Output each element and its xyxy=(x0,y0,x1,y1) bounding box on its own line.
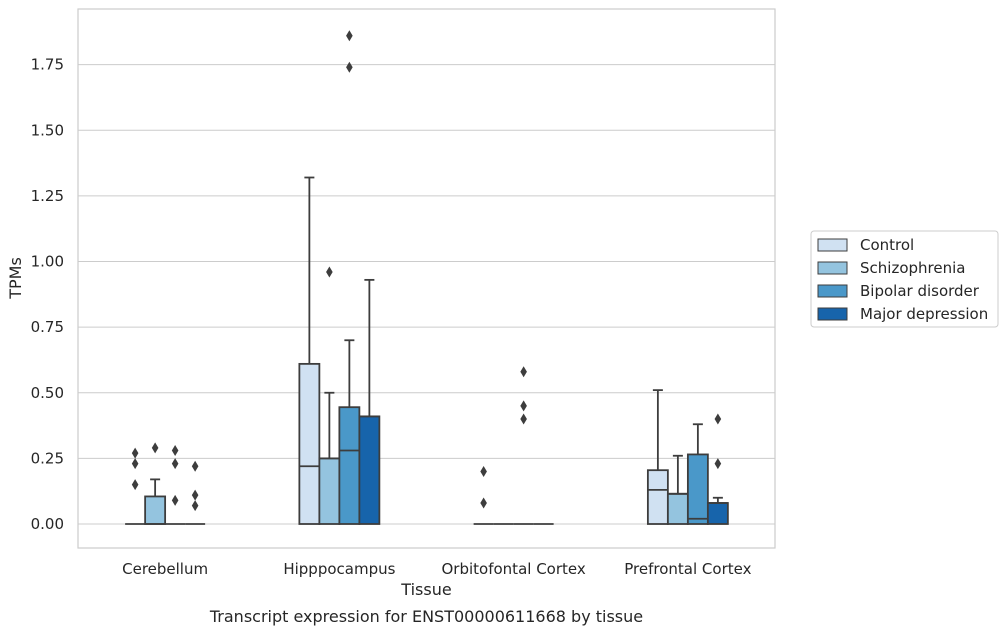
y-tick-label: 0.50 xyxy=(31,384,64,402)
outlier-point xyxy=(191,500,199,512)
outlier-point xyxy=(171,445,179,456)
plot-frame xyxy=(77,8,776,549)
outlier-point xyxy=(191,489,199,501)
legend-label: Bipolar disorder xyxy=(860,282,980,300)
legend-swatch xyxy=(817,284,848,298)
outlier-point xyxy=(520,366,527,378)
figure-caption: Transcript expression for ENST0000061166… xyxy=(209,607,643,626)
outlier-point xyxy=(171,494,179,506)
y-tick-label: 1.50 xyxy=(31,121,64,139)
legend-label: Control xyxy=(860,236,914,254)
legend-label: Schizophrenia xyxy=(860,259,965,277)
legend-frame xyxy=(810,230,999,328)
outlier-point xyxy=(191,460,199,472)
x-tick-label: Prefrontal Cortex xyxy=(624,560,751,578)
outlier-point xyxy=(326,266,333,278)
y-tick-label: 0.75 xyxy=(31,318,64,336)
plot-background xyxy=(78,9,775,548)
outlier-point xyxy=(480,497,487,509)
y-tick-label: 1.75 xyxy=(31,56,64,74)
x-tick-label: Hipppocampus xyxy=(283,560,395,578)
x-tick-label: Cerebellum xyxy=(122,560,208,578)
y-tick-label: 0.25 xyxy=(31,449,64,467)
box-control xyxy=(646,389,669,525)
outlier-point xyxy=(714,458,722,470)
box-series xyxy=(125,30,729,525)
y-tick-labels: 0.00 0.25 0.50 0.75 1.00 1.25 1.50 1.75 xyxy=(31,56,64,533)
outlier-point xyxy=(520,400,527,412)
outlier-point xyxy=(171,458,179,470)
box-body xyxy=(338,406,361,525)
legend-swatch xyxy=(817,307,848,321)
box-body xyxy=(666,492,689,525)
legend: Control Schizophrenia Bipolar disorder Majo… xyxy=(810,230,999,328)
legend-swatch xyxy=(817,238,848,252)
y-axis-title: TPMs xyxy=(6,257,25,300)
outlier-point xyxy=(520,413,527,425)
outlier-point xyxy=(480,466,487,477)
box-body xyxy=(298,362,321,525)
outlier-point xyxy=(131,447,139,459)
box-body xyxy=(646,469,669,525)
legend-label: Major depression xyxy=(860,305,988,323)
box-control xyxy=(125,447,146,525)
outlier-point xyxy=(346,61,353,73)
legend-swatch xyxy=(817,261,848,275)
box-control xyxy=(298,176,321,525)
box-schizophrenia xyxy=(144,442,167,525)
box-bipolar-disorder xyxy=(165,445,186,525)
outlier-point xyxy=(714,413,722,425)
box-body xyxy=(686,453,709,525)
y-tick-label: 0.00 xyxy=(31,515,64,533)
box-body xyxy=(144,495,167,525)
box-major-depression xyxy=(706,413,729,525)
outlier-point xyxy=(131,479,139,491)
box-major-depression xyxy=(185,460,206,525)
box-body xyxy=(318,457,341,525)
y-tick-label: 1.25 xyxy=(31,187,64,205)
box-schizophrenia xyxy=(666,454,689,525)
x-axis-title: Tissue xyxy=(400,580,451,599)
box-bipolar-disorder xyxy=(338,30,361,525)
x-tick-labels: Cerebellum Hipppocampus Orbitofontal Corte… xyxy=(122,560,751,578)
grid-lines xyxy=(78,64,775,525)
outlier-point xyxy=(346,30,353,42)
outlier-point xyxy=(151,442,159,454)
box-control xyxy=(473,466,494,525)
x-tick-label: Orbitofontal Cortex xyxy=(442,560,586,578)
box-major-depression xyxy=(358,278,381,525)
box-body xyxy=(358,415,381,525)
box-body xyxy=(706,502,729,525)
outlier-point xyxy=(131,458,139,470)
y-tick-label: 1.00 xyxy=(31,253,64,271)
box-bipolar-disorder xyxy=(686,423,709,525)
box-bipolar-disorder xyxy=(513,366,534,525)
